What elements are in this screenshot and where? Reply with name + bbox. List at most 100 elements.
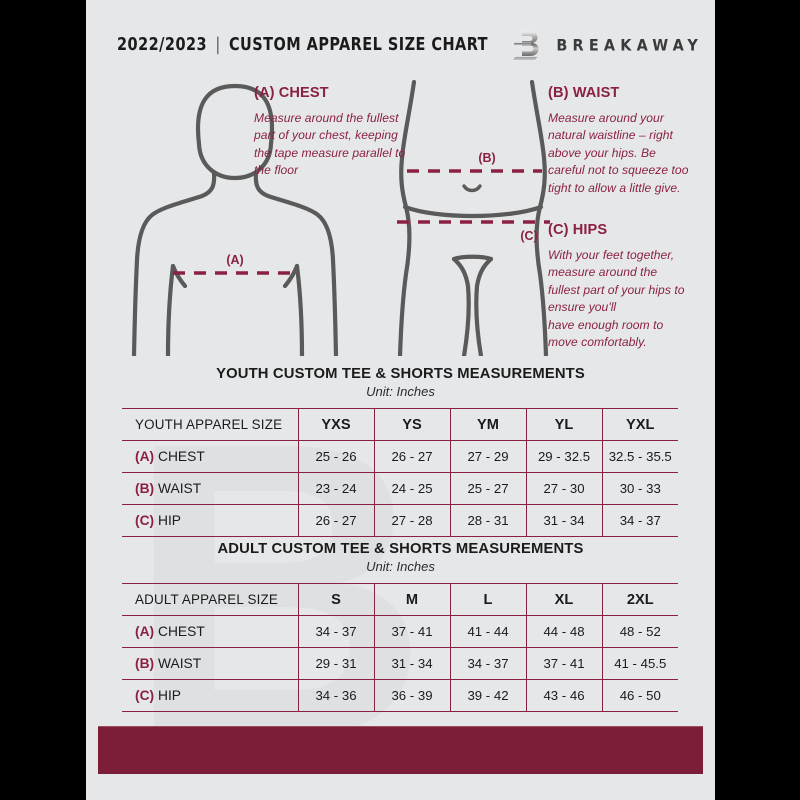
row-tag: (C): [135, 688, 155, 703]
waist-heading: (B) WAIST: [548, 85, 620, 101]
youth-cell-0-3: 29 - 32.5: [526, 440, 603, 473]
table-row: (B) WAIST 23 - 24 24 - 25 25 - 27 27 - 3…: [122, 472, 678, 505]
row-tag: (A): [135, 624, 155, 639]
youth-cell-1-0: 23 - 24: [298, 472, 375, 505]
chest-marker-label: (A): [226, 253, 243, 267]
youth-cell-0-4: 32.5 - 35.5: [602, 440, 678, 473]
youth-row-label-2: (C) HIP: [122, 504, 299, 537]
adult-table-title: ADULT CUSTOM TEE & SHORTS MEASUREMENTS: [217, 541, 584, 557]
chest-heading: (A) CHEST: [254, 85, 329, 101]
youth-cell-2-0: 26 - 27: [298, 504, 375, 537]
adult-cell-0-1: 37 - 41: [374, 615, 451, 648]
table-row: (B) WAIST 29 - 31 31 - 34 34 - 37 37 - 4…: [122, 647, 678, 680]
adult-cell-2-2: 39 - 42: [450, 679, 527, 712]
adult-size-header-0: S: [298, 583, 375, 616]
adult-cell-2-1: 36 - 39: [374, 679, 451, 712]
adult-table-unit: Unit: Inches: [366, 559, 435, 574]
waist-description-block: (B) WAIST Measure around your natural wa…: [548, 85, 690, 197]
row-tag: (A): [135, 449, 155, 464]
waist-body-text: Measure around your natural waistline – …: [548, 111, 689, 195]
table-row: (C) HIP 26 - 27 27 - 28 28 - 31 31 - 34 …: [122, 504, 678, 537]
chest-body-text: Measure around the fullest part of your …: [254, 111, 406, 178]
adult-cell-1-2: 34 - 37: [450, 647, 527, 680]
youth-cell-1-1: 24 - 25: [374, 472, 451, 505]
brand-lockup: BREAKAWAY: [512, 29, 703, 62]
adult-size-header-1: M: [374, 583, 451, 616]
youth-table-block: YOUTH CUSTOM TEE & SHORTS MEASUREMENTS U…: [86, 366, 715, 537]
youth-cell-2-2: 28 - 31: [450, 504, 527, 537]
youth-cell-1-3: 27 - 30: [526, 472, 603, 505]
adult-cell-1-4: 41 - 45.5: [602, 647, 678, 680]
youth-size-header-3: YL: [526, 408, 603, 441]
page-title: CUSTOM APPAREL SIZE CHART: [228, 35, 488, 55]
table-row: (A) CHEST 34 - 37 37 - 41 41 - 44 44 - 4…: [122, 615, 678, 648]
row-name: HIP: [158, 688, 181, 703]
adult-cell-1-1: 31 - 34: [374, 647, 451, 680]
adult-size-header-2: L: [450, 583, 527, 616]
youth-row-label-1: (B) WAIST: [122, 472, 299, 505]
youth-table-unit: Unit: Inches: [366, 384, 435, 399]
season-label: 2022/2023: [117, 35, 208, 55]
hips-heading: (C) HIPS: [548, 222, 608, 238]
table-row: (A) CHEST 25 - 26 26 - 27 27 - 29 29 - 3…: [122, 440, 678, 473]
breakaway-b-logo-icon: [513, 31, 539, 60]
youth-size-table: YOUTH APPAREL SIZE YXS YS YM YL YXL (A) …: [122, 408, 678, 537]
adult-cell-1-0: 29 - 31: [298, 647, 375, 680]
adult-label-header: ADULT APPAREL SIZE: [122, 583, 299, 616]
row-name: WAIST: [158, 481, 202, 496]
table-row: (C) HIP 34 - 36 36 - 39 39 - 42 43 - 46 …: [122, 679, 678, 712]
page-header: 2022/2023 | CUSTOM APPAREL SIZE CHART: [86, 28, 715, 62]
illustration-area: (A): [86, 74, 715, 356]
youth-cell-0-0: 25 - 26: [298, 440, 375, 473]
youth-table-title: YOUTH CUSTOM TEE & SHORTS MEASUREMENTS: [216, 366, 585, 382]
youth-cell-1-2: 25 - 27: [450, 472, 527, 505]
hips-body-text: With your feet together, measure around …: [548, 248, 685, 350]
brand-name: BREAKAWAY: [556, 35, 703, 55]
youth-size-header-4: YXL: [602, 408, 678, 441]
row-name: CHEST: [158, 624, 205, 639]
adult-size-header-3: XL: [526, 583, 603, 616]
header-title-line: 2022/2023 | CUSTOM APPAREL SIZE CHART: [117, 35, 488, 55]
hips-description-block: (C) HIPS With your feet together, measur…: [548, 222, 690, 351]
adult-cell-0-0: 34 - 37: [298, 615, 375, 648]
footer-bar: [98, 726, 703, 774]
hips-illustration: (B) (C): [397, 79, 550, 356]
youth-label-header: YOUTH APPAREL SIZE: [122, 408, 299, 441]
adult-row-label-0: (A) CHEST: [122, 615, 299, 648]
youth-cell-2-1: 27 - 28: [374, 504, 451, 537]
adult-cell-0-2: 41 - 44: [450, 615, 527, 648]
youth-row-label-0: (A) CHEST: [122, 440, 299, 473]
adult-cell-2-0: 34 - 36: [298, 679, 375, 712]
row-tag: (B): [135, 656, 155, 671]
chest-description-block: (A) CHEST Measure around the fullest par…: [254, 85, 409, 180]
row-tag: (C): [135, 513, 155, 528]
adult-row-label-2: (C) HIP: [122, 679, 299, 712]
youth-cell-2-4: 34 - 37: [602, 504, 678, 537]
adult-row-label-1: (B) WAIST: [122, 647, 299, 680]
waist-marker-label: (B): [478, 151, 495, 165]
youth-cell-0-1: 26 - 27: [374, 440, 451, 473]
adult-table-block: ADULT CUSTOM TEE & SHORTS MEASUREMENTS U…: [86, 541, 715, 712]
size-chart-page: B 2022/2023 | CUSTOM APPAREL SIZE CHART: [86, 0, 715, 800]
adult-cell-0-3: 44 - 48: [526, 615, 603, 648]
table-header-row: YOUTH APPAREL SIZE YXS YS YM YL YXL: [122, 408, 678, 441]
youth-cell-2-3: 31 - 34: [526, 504, 603, 537]
adult-cell-0-4: 48 - 52: [602, 615, 678, 648]
youth-cell-1-4: 30 - 33: [602, 472, 678, 505]
adult-size-header-4: 2XL: [602, 583, 678, 616]
row-name: CHEST: [158, 449, 205, 464]
youth-size-header-2: YM: [450, 408, 527, 441]
adult-cell-1-3: 37 - 41: [526, 647, 603, 680]
adult-cell-2-4: 46 - 50: [602, 679, 678, 712]
youth-size-header-0: YXS: [298, 408, 375, 441]
header-separator: |: [215, 35, 221, 55]
youth-size-header-1: YS: [374, 408, 451, 441]
torso-illustration: (A): [131, 83, 339, 356]
youth-cell-0-2: 27 - 29: [450, 440, 527, 473]
row-name: HIP: [158, 513, 181, 528]
row-tag: (B): [135, 481, 155, 496]
adult-cell-2-3: 43 - 46: [526, 679, 603, 712]
row-name: WAIST: [158, 656, 202, 671]
adult-size-table: ADULT APPAREL SIZE S M L XL 2XL (A) CHES…: [122, 583, 678, 712]
